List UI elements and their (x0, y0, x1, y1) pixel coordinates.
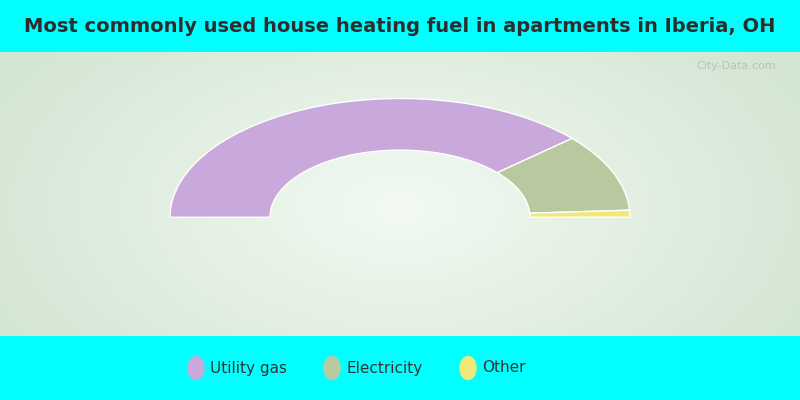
Text: Most commonly used house heating fuel in apartments in Iberia, OH: Most commonly used house heating fuel in… (24, 16, 776, 36)
Wedge shape (530, 210, 630, 217)
Ellipse shape (323, 356, 341, 380)
Text: Electricity: Electricity (346, 360, 422, 376)
Ellipse shape (459, 356, 477, 380)
Ellipse shape (187, 356, 205, 380)
Text: City-Data.com: City-Data.com (696, 60, 776, 70)
Wedge shape (498, 138, 630, 213)
Text: Utility gas: Utility gas (210, 360, 287, 376)
Wedge shape (170, 98, 572, 217)
Text: Other: Other (482, 360, 526, 376)
